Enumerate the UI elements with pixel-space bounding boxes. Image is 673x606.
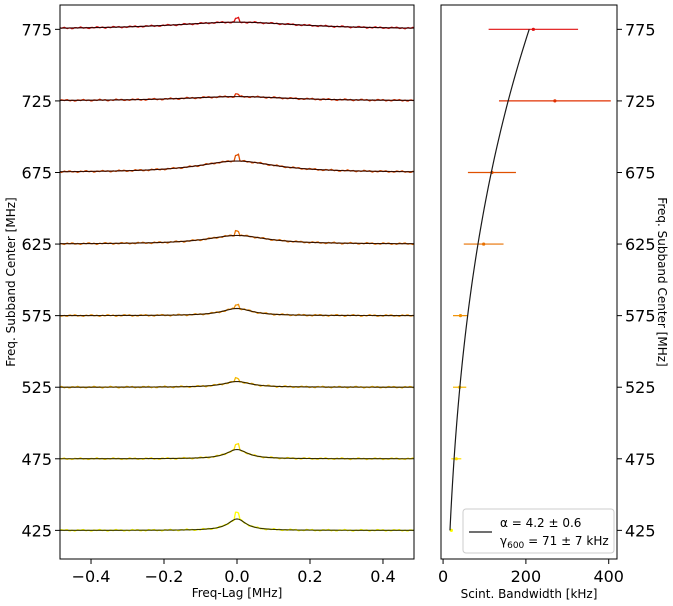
left-y-tick-label: 725 — [21, 92, 52, 111]
acf-fit-series — [60, 234, 414, 245]
right-x-tick-label: 200 — [511, 567, 542, 586]
right-x-ticks: 0 200 400 — [438, 559, 624, 586]
right-panel: 0 200 400 425 475 525 575 625 675 725 775 Scint. … — [438, 4, 669, 601]
legend: α = 4.2 ± 0.6 γ600 = 71 ± 7 kHz — [462, 508, 615, 554]
left-y-tick-label: 675 — [21, 163, 52, 182]
left-panel: −0.4 −0.2 0.0 0.2 0.4 425 475 525 575 625 675 725 7… — [4, 4, 415, 600]
left-y-tick-label: 475 — [21, 450, 52, 469]
legend-alpha: α = 4.2 ± 0.6 — [500, 516, 581, 530]
acf-fit-series — [60, 518, 414, 531]
legend-gamma: γ600 = 71 ± 7 kHz — [500, 534, 609, 551]
left-x-label: Freq-Lag [MHz] — [192, 586, 283, 600]
power-law-fit-line — [449, 29, 530, 531]
left-x-ticks: −0.4 −0.2 0.0 0.2 0.4 — [72, 559, 396, 586]
left-y-tick-label: 525 — [21, 378, 52, 397]
bandwidth-point — [553, 99, 557, 103]
right-y-tick-label: 575 — [625, 307, 656, 326]
acf-data-series — [59, 153, 415, 174]
right-y-tick-label: 475 — [625, 450, 656, 469]
right-x-tick-label: 400 — [593, 567, 624, 586]
acf-curves — [59, 16, 415, 532]
right-y-tick-label: 525 — [625, 378, 656, 397]
right-y-tick-label: 775 — [625, 20, 656, 39]
right-y-tick-label: 625 — [625, 235, 656, 254]
left-x-tick-label: −0.2 — [145, 567, 184, 586]
left-x-tick-label: 0.2 — [297, 567, 322, 586]
legend-box — [462, 508, 615, 554]
left-y-tick-label: 425 — [21, 521, 52, 540]
right-y-tick-label: 725 — [625, 92, 656, 111]
acf-fit-series — [59, 96, 415, 101]
left-axes-frame — [59, 4, 415, 560]
right-axes-frame — [440, 4, 618, 560]
right-x-label: Scint. Bandwidth [kHz] — [461, 587, 598, 601]
left-y-ticks: 425 475 525 575 625 675 725 775 — [21, 20, 60, 540]
bandwidth-point — [458, 314, 463, 318]
right-y-ticks: 425 475 525 575 625 675 725 775 — [617, 20, 656, 540]
acf-fit-series — [59, 448, 415, 460]
right-y-label: Freq. Subband Center [MHz] — [655, 197, 669, 366]
right-y-tick-label: 675 — [625, 163, 656, 182]
legend-gamma-subscript: 600 — [507, 541, 524, 551]
right-y-tick-label: 425 — [625, 521, 656, 540]
legend-gamma-symbol: γ — [500, 534, 507, 548]
acf-fit-series — [59, 307, 415, 317]
left-x-tick-label: 0.0 — [224, 567, 249, 586]
left-y-tick-label: 775 — [21, 20, 52, 39]
acf-data-series — [59, 442, 415, 461]
bandwidth-point — [482, 242, 486, 246]
left-y-tick-label: 625 — [21, 235, 52, 254]
right-x-tick-label: 0 — [438, 567, 448, 586]
acf-data-series — [59, 376, 415, 389]
acf-fit-series — [60, 380, 414, 388]
left-x-tick-label: −0.4 — [72, 567, 111, 586]
bandwidth-point — [531, 27, 535, 31]
left-y-label: Freq. Subband Center [MHz] — [4, 197, 18, 366]
acf-fit-series — [59, 160, 415, 173]
bandwidth-points — [449, 27, 611, 532]
left-y-tick-label: 575 — [21, 307, 52, 326]
bandwidth-point — [454, 457, 458, 461]
left-x-tick-label: 0.4 — [370, 567, 395, 586]
acf-data-series — [59, 303, 415, 318]
acf-data-series — [59, 229, 415, 246]
acf-data-series — [59, 511, 415, 532]
legend-gamma-value: = 71 ± 7 kHz — [524, 534, 608, 548]
acf-fit-series — [59, 21, 415, 29]
